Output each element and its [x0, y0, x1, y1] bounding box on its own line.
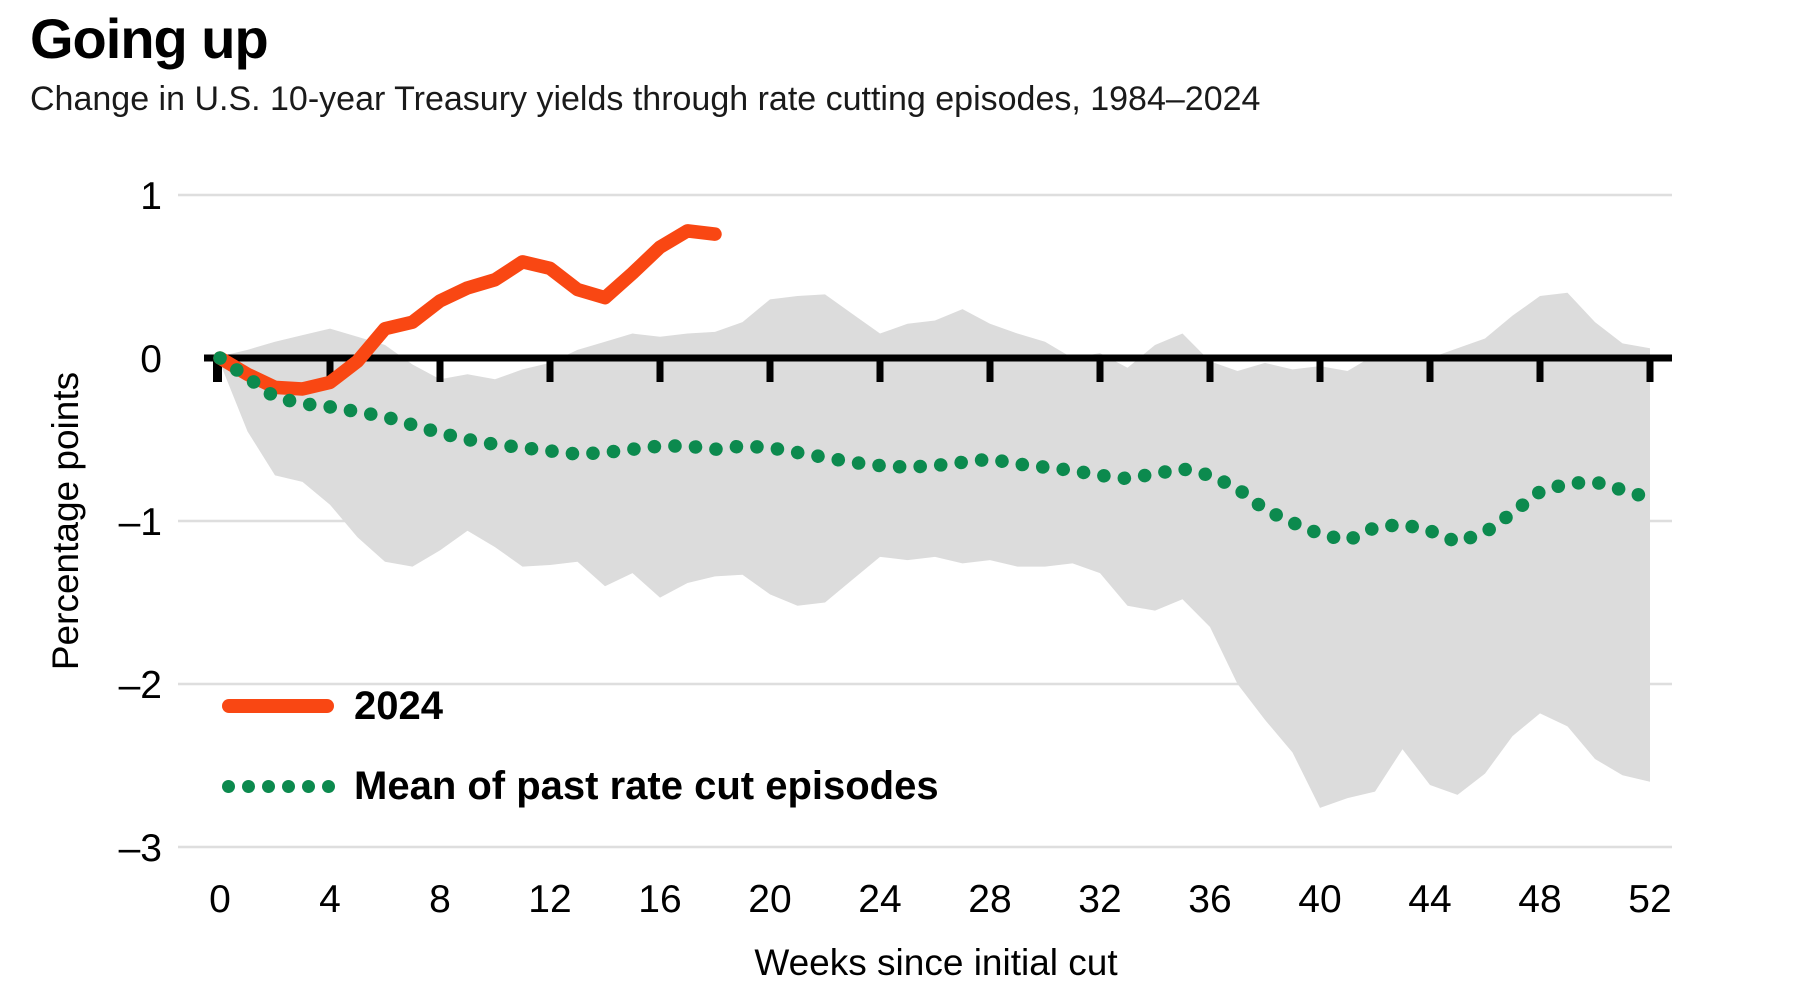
legend-dot: [242, 779, 255, 793]
x-axis-tick-32: [1096, 358, 1104, 382]
x-axis-tick-4: [326, 358, 334, 382]
x-axis-tick-48: [1536, 358, 1544, 382]
path-2024: [213, 224, 722, 396]
y-tick-label-1: 1: [140, 175, 162, 218]
x-axis-tick-52: [1646, 358, 1654, 382]
x-axis-tick-labels: 0 4 8 12 16 20 24 28 32 36 40 44 48 52: [209, 878, 1672, 921]
legend-swatch-mean-dots: [222, 779, 335, 793]
chart-subtitle: Change in U.S. 10-year Treasury yields t…: [30, 80, 1261, 118]
x-tick-label-32: 32: [1078, 878, 1121, 921]
x-tick-label-8: 8: [429, 878, 451, 921]
y-axis-title: Percentage points: [45, 372, 86, 670]
x-axis-title: Weeks since initial cut: [754, 942, 1118, 983]
line-2024: [213, 224, 722, 396]
legend-item-mean: Mean of past rate cut episodes: [222, 764, 939, 808]
band-area: [220, 292, 1650, 808]
y-axis-tick-labels: 1 0 –1 –2 –3: [119, 175, 162, 870]
x-tick-label-48: 48: [1518, 878, 1561, 921]
legend-label-2024: 2024: [354, 683, 443, 728]
x-axis-tick-24: [876, 358, 884, 382]
x-tick-label-4: 4: [319, 878, 341, 921]
x-axis-tick-8: [436, 358, 444, 382]
x-axis-tick-12: [546, 358, 554, 382]
past-episodes-range-band: [220, 292, 1650, 808]
legend-dot: [262, 779, 275, 793]
y-tick-label--2: –2: [119, 664, 162, 707]
x-tick-label-20: 20: [748, 878, 791, 921]
y-tick-label--1: –1: [119, 501, 162, 544]
x-axis-tick-20: [766, 358, 774, 382]
x-axis-tick-0: [213, 358, 222, 382]
x-tick-label-36: 36: [1188, 878, 1231, 921]
legend-label-mean: Mean of past rate cut episodes: [354, 763, 939, 808]
legend-item-2024: 2024: [222, 684, 939, 728]
legend-dot: [222, 779, 235, 793]
x-axis-tick-16: [656, 358, 664, 382]
x-tick-label-24: 24: [858, 878, 901, 921]
y-tick-label--3: –3: [119, 827, 162, 870]
x-axis-tick-28: [986, 358, 994, 382]
x-tick-label-16: 16: [638, 878, 681, 921]
legend-dot: [282, 779, 295, 793]
x-axis-tick-44: [1426, 358, 1434, 382]
x-tick-label-0: 0: [209, 878, 231, 921]
legend-dot: [322, 779, 335, 793]
zero-axis: [204, 354, 1672, 382]
x-tick-label-12: 12: [528, 878, 571, 921]
legend-swatch-2024-line: [222, 699, 334, 713]
path-mean: [213, 351, 1657, 549]
x-tick-label-52: 52: [1628, 878, 1671, 921]
legend-dot: [302, 779, 315, 793]
legend: 2024 Mean of past rate cut episodes: [222, 684, 939, 844]
x-tick-label-44: 44: [1408, 878, 1451, 921]
line-mean-past-episodes: [213, 351, 1657, 549]
x-tick-label-28: 28: [968, 878, 1011, 921]
x-axis-tick-36: [1206, 358, 1214, 382]
x-axis-tick-40: [1316, 358, 1324, 382]
page-title: Going up: [30, 7, 269, 70]
y-tick-label-0: 0: [140, 338, 162, 381]
x-tick-label-40: 40: [1298, 878, 1341, 921]
